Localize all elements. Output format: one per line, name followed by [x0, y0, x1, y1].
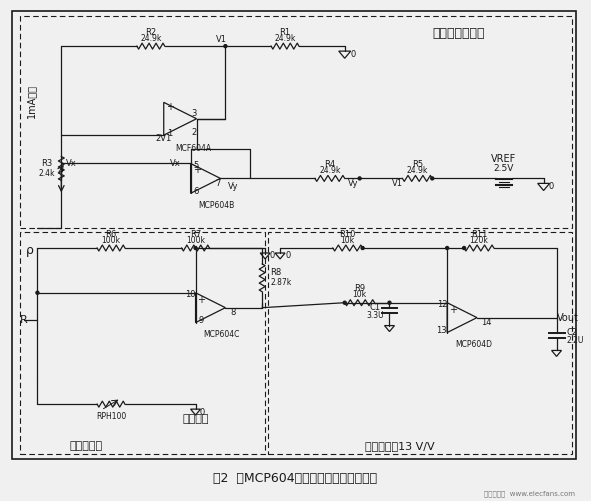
Text: +: + — [449, 305, 457, 315]
Text: MCP604B: MCP604B — [199, 201, 235, 210]
Circle shape — [463, 246, 466, 249]
Text: 100k: 100k — [186, 235, 205, 244]
Text: R: R — [20, 315, 27, 325]
Bar — [20, 17, 573, 228]
Text: 24.9k: 24.9k — [274, 34, 296, 43]
Circle shape — [358, 177, 361, 180]
Text: 2.4k: 2.4k — [38, 169, 54, 178]
Text: RPH100: RPH100 — [96, 412, 126, 420]
Text: 温度传感器: 温度传感器 — [70, 441, 103, 451]
Text: 24.9k: 24.9k — [140, 34, 161, 43]
Text: VREF: VREF — [491, 153, 517, 163]
Bar — [12, 12, 576, 459]
Text: 电子发烧友  www.elecfans.com: 电子发烧友 www.elecfans.com — [484, 490, 575, 497]
Text: 24.9k: 24.9k — [319, 166, 340, 175]
Text: V1: V1 — [392, 179, 403, 188]
Text: 1mA电流: 1mA电流 — [27, 84, 37, 118]
Circle shape — [431, 177, 434, 180]
Text: ρ: ρ — [25, 243, 34, 257]
Bar — [20, 232, 265, 454]
Text: 2.2U: 2.2U — [567, 336, 584, 345]
Text: +: + — [193, 165, 200, 175]
Text: Vout: Vout — [557, 313, 579, 323]
Text: R1: R1 — [280, 28, 291, 37]
Text: R3: R3 — [41, 159, 52, 168]
Text: Vx: Vx — [170, 159, 181, 168]
Text: 0: 0 — [350, 50, 355, 59]
Text: 0: 0 — [269, 252, 275, 261]
Circle shape — [343, 301, 346, 304]
Text: 9: 9 — [199, 316, 204, 325]
Text: 14: 14 — [481, 318, 492, 327]
Text: 6: 6 — [194, 187, 199, 196]
Text: R5: R5 — [412, 160, 423, 169]
Text: 0: 0 — [285, 252, 291, 261]
Text: R11: R11 — [471, 229, 487, 238]
Text: 2: 2 — [191, 128, 197, 137]
Text: 0: 0 — [549, 182, 554, 191]
Text: 10k: 10k — [353, 290, 366, 299]
Text: MCP604D: MCP604D — [455, 340, 492, 349]
Text: +: + — [197, 295, 206, 305]
Text: 放大增益＝13 V/V: 放大增益＝13 V/V — [365, 441, 434, 451]
Text: 12: 12 — [437, 300, 447, 309]
Bar — [268, 232, 573, 454]
Circle shape — [361, 246, 364, 249]
Text: R2: R2 — [145, 28, 157, 37]
Text: Vx: Vx — [66, 159, 77, 168]
Text: C2: C2 — [567, 328, 577, 337]
Text: R10: R10 — [339, 229, 356, 238]
Text: +: + — [165, 102, 174, 112]
Text: 引线补偿: 引线补偿 — [182, 414, 209, 424]
Text: C1: C1 — [370, 303, 381, 312]
Circle shape — [388, 301, 391, 304]
Text: 13: 13 — [437, 326, 447, 335]
Circle shape — [194, 246, 197, 249]
Text: Vy: Vy — [349, 179, 359, 188]
Text: 0: 0 — [200, 408, 205, 417]
Circle shape — [36, 291, 39, 294]
Text: V1: V1 — [216, 35, 226, 44]
Text: R9: R9 — [354, 284, 365, 293]
Text: 2.87k: 2.87k — [270, 279, 291, 287]
Text: MCP604C: MCP604C — [203, 330, 240, 339]
Text: 24.9k: 24.9k — [407, 166, 428, 175]
Text: MCF604A: MCF604A — [176, 144, 212, 153]
Text: R6: R6 — [105, 229, 116, 238]
Text: 120k: 120k — [469, 235, 488, 244]
Text: 3: 3 — [191, 109, 197, 118]
Text: 5: 5 — [194, 161, 199, 170]
Circle shape — [224, 45, 227, 48]
Text: R8: R8 — [270, 269, 281, 278]
Text: 10: 10 — [185, 290, 196, 299]
Text: R4: R4 — [324, 160, 335, 169]
Text: 精密浮动电流源: 精密浮动电流源 — [433, 27, 485, 40]
Text: 10k: 10k — [340, 235, 355, 244]
Text: 2V1: 2V1 — [156, 134, 172, 143]
Text: R7: R7 — [190, 229, 201, 238]
Text: 8: 8 — [230, 308, 236, 317]
Text: 2.5V: 2.5V — [493, 164, 514, 173]
Text: 3.3U: 3.3U — [367, 311, 384, 320]
Text: Vy: Vy — [228, 182, 239, 191]
Text: 100k: 100k — [102, 235, 121, 244]
Text: 7: 7 — [216, 179, 221, 188]
Text: 图2  由MCP604构成单电源温度检测电路: 图2 由MCP604构成单电源温度检测电路 — [213, 472, 378, 485]
Text: 1: 1 — [167, 129, 172, 138]
Circle shape — [446, 246, 449, 249]
